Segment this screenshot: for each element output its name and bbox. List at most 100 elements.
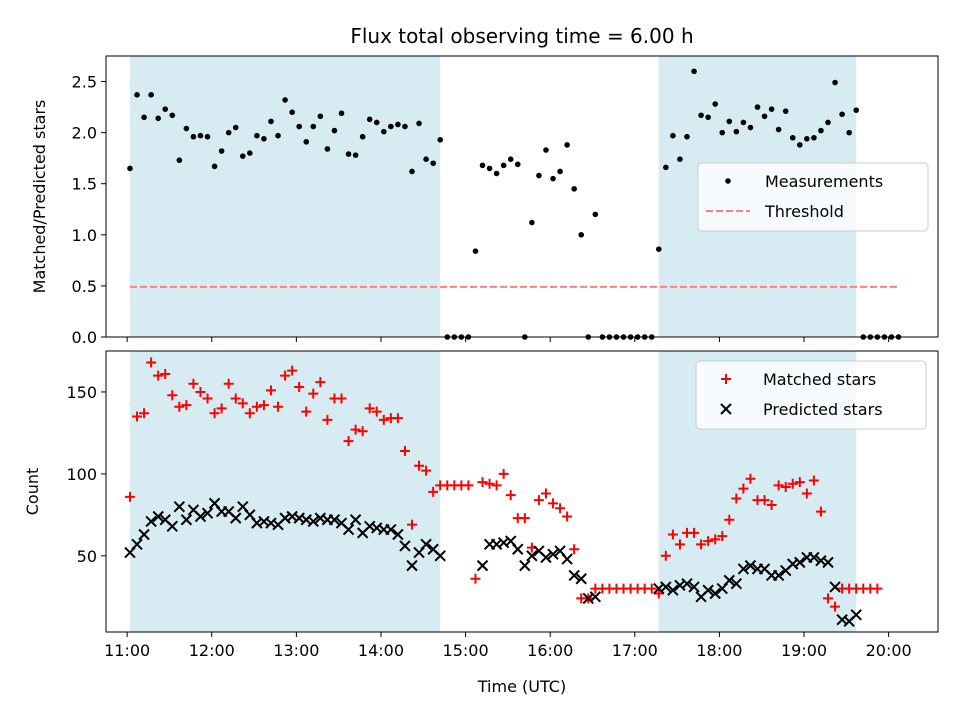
- point-1-1-4: [148, 92, 154, 98]
- point-1-1-63: [564, 142, 570, 148]
- point-2-2-64: [660, 581, 672, 593]
- point-2-2-85: [808, 551, 820, 564]
- point-2-2-68: [688, 581, 700, 593]
- y-axis-label-1: Matched/Predicted stars: [30, 100, 49, 294]
- x-tick-label-9: 19:00: [781, 641, 827, 660]
- y-tick-label-1-1: 0.0: [72, 328, 97, 347]
- point-1-1-3: [141, 114, 147, 121]
- point-2-1-9: [181, 400, 192, 411]
- point-1-1-38: [388, 123, 394, 130]
- point-1-1-24: [289, 109, 295, 115]
- point-2-2-32: [342, 523, 355, 536]
- point-1-1-50: [472, 248, 479, 254]
- point-2-1-35: [364, 403, 375, 414]
- point-1-1-103: [846, 129, 852, 136]
- point-2-1-87: [731, 493, 742, 504]
- point-2-2-40: [399, 540, 411, 552]
- point-2-1-1: [124, 491, 135, 502]
- point-2-1-6: [160, 368, 171, 379]
- point-1-1-99: [818, 127, 824, 134]
- legend-marker-2-2: [720, 403, 732, 415]
- point-1-1-97: [804, 135, 810, 142]
- point-2-2-46: [476, 559, 489, 572]
- point-1-1-40: [402, 123, 408, 130]
- point-2-1-11: [195, 386, 206, 397]
- point-2-2-91: [850, 609, 862, 621]
- point-1-1-33: [352, 152, 359, 158]
- point-2-1-29: [322, 414, 333, 425]
- point-2-2-2: [131, 538, 143, 551]
- axes-frame-1: [105, 55, 939, 338]
- point-1-1-100: [825, 119, 831, 126]
- point-2-1-2: [132, 411, 143, 422]
- y-axis-label-2: Count: [23, 468, 42, 516]
- point-2-1-85: [717, 531, 728, 542]
- y-tick-label-1-6: 2.5: [72, 73, 97, 92]
- legend-box-2: [695, 360, 927, 430]
- point-2-1-54: [498, 468, 509, 479]
- point-2-1-83: [703, 536, 714, 547]
- point-2-1-53: [491, 480, 502, 491]
- point-1-1-60: [543, 147, 549, 153]
- point-1-1-14: [218, 148, 225, 154]
- series-2-2: [124, 497, 862, 628]
- legend-box-1: [697, 162, 929, 232]
- legend-label-2-1: Matched stars: [763, 370, 876, 389]
- y-tick-label-1-2: 0.5: [72, 277, 97, 296]
- point-1-1-76: [655, 246, 662, 252]
- point-1-1-35: [366, 116, 373, 123]
- legend-label-1-1: Measurements: [765, 172, 883, 191]
- point-1-1-86: [726, 118, 733, 125]
- series-2-1: [124, 357, 883, 612]
- point-2-1-14: [216, 403, 227, 414]
- point-2-1-16: [230, 393, 241, 404]
- point-1-1-104: [853, 107, 860, 113]
- legend-marker-2-1: [721, 374, 731, 384]
- point-2-1-52: [484, 478, 495, 489]
- point-2-1-8: [174, 401, 185, 412]
- point-2-1-49: [463, 480, 474, 491]
- bottom-panel: 11:00 12:00 13:00 14:00 15:00 16:00 17:00 18:00…: [23, 351, 939, 660]
- legend-label-2-2: Predicted stars: [763, 400, 883, 419]
- point-1-1-81: [691, 68, 697, 75]
- point-2-1-15: [223, 378, 234, 389]
- point-2-2-58: [561, 553, 573, 565]
- point-1-1-43: [423, 156, 429, 163]
- top-panel: 0.0 0.5 1.0 1.5 2.0 2.5 Matched/Predicted star…: [30, 55, 939, 347]
- point-2-2-43: [420, 538, 432, 551]
- y-tick-label-2-1: 50: [77, 547, 97, 566]
- point-2-2-62: [589, 591, 602, 603]
- y-tick-label-1-5: 2.0: [72, 124, 97, 143]
- point-2-2-60: [575, 573, 587, 585]
- point-2-1-75: [646, 583, 657, 594]
- point-1-1-26: [303, 139, 310, 145]
- point-2-1-39: [392, 413, 403, 424]
- point-1-1-93: [775, 126, 782, 133]
- y-tick-label-1-4: 1.5: [72, 175, 97, 194]
- point-1-1-1: [127, 165, 133, 172]
- point-2-1-3: [139, 408, 150, 419]
- point-2-2-9: [180, 514, 193, 526]
- legend-marker-1-1: [725, 178, 731, 184]
- point-2-1-82: [696, 539, 707, 550]
- point-1-1-53: [493, 170, 500, 177]
- point-1-1-55: [507, 156, 514, 163]
- point-1-1-32: [345, 151, 352, 157]
- point-2-2-12: [201, 507, 214, 519]
- point-2-1-19: [251, 401, 262, 412]
- point-1-1-82: [698, 112, 704, 119]
- point-1-1-9: [183, 125, 190, 132]
- point-2-1-79: [674, 539, 685, 550]
- point-2-1-57: [519, 513, 530, 524]
- point-2-2-16: [230, 512, 242, 524]
- point-2-1-43: [421, 465, 432, 476]
- point-2-1-42: [414, 460, 425, 471]
- point-2-1-61: [548, 498, 559, 509]
- x-tick-label-2: 12:00: [189, 641, 235, 660]
- point-1-1-39: [395, 121, 401, 128]
- point-2-2-49: [497, 536, 510, 549]
- point-1-1-30: [331, 127, 338, 134]
- point-2-1-26: [301, 406, 312, 417]
- point-1-1-85: [719, 129, 726, 136]
- point-1-1-56: [514, 161, 521, 168]
